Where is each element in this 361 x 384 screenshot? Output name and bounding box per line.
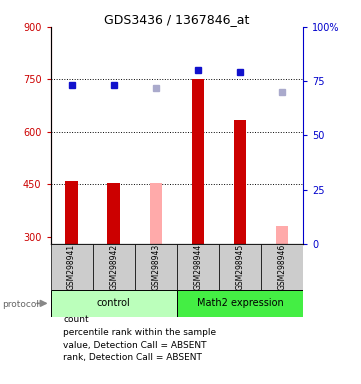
Text: Math2 expression: Math2 expression <box>197 298 283 308</box>
Title: GDS3436 / 1367846_at: GDS3436 / 1367846_at <box>104 13 249 26</box>
Bar <box>261 244 303 290</box>
Text: GSM298942: GSM298942 <box>109 244 118 290</box>
Bar <box>65 181 78 244</box>
Text: GSM298941: GSM298941 <box>67 244 76 290</box>
Text: percentile rank within the sample: percentile rank within the sample <box>63 328 216 337</box>
Text: protocol: protocol <box>2 300 39 309</box>
Bar <box>93 244 135 290</box>
Bar <box>135 244 177 290</box>
Bar <box>219 244 261 290</box>
Bar <box>234 119 246 244</box>
Text: value, Detection Call = ABSENT: value, Detection Call = ABSENT <box>63 341 207 350</box>
Text: count: count <box>63 315 89 324</box>
Text: GSM298944: GSM298944 <box>193 244 203 290</box>
Text: rank, Detection Call = ABSENT: rank, Detection Call = ABSENT <box>63 353 202 362</box>
Bar <box>51 244 93 290</box>
Bar <box>177 244 219 290</box>
Bar <box>177 290 303 317</box>
Bar <box>149 183 162 244</box>
Text: GSM298943: GSM298943 <box>151 244 160 290</box>
Bar <box>51 290 177 317</box>
Bar <box>107 183 120 244</box>
Bar <box>276 226 288 244</box>
Text: control: control <box>97 298 131 308</box>
Bar <box>192 79 204 244</box>
Text: GSM298945: GSM298945 <box>236 244 244 290</box>
Text: GSM298946: GSM298946 <box>278 244 287 290</box>
